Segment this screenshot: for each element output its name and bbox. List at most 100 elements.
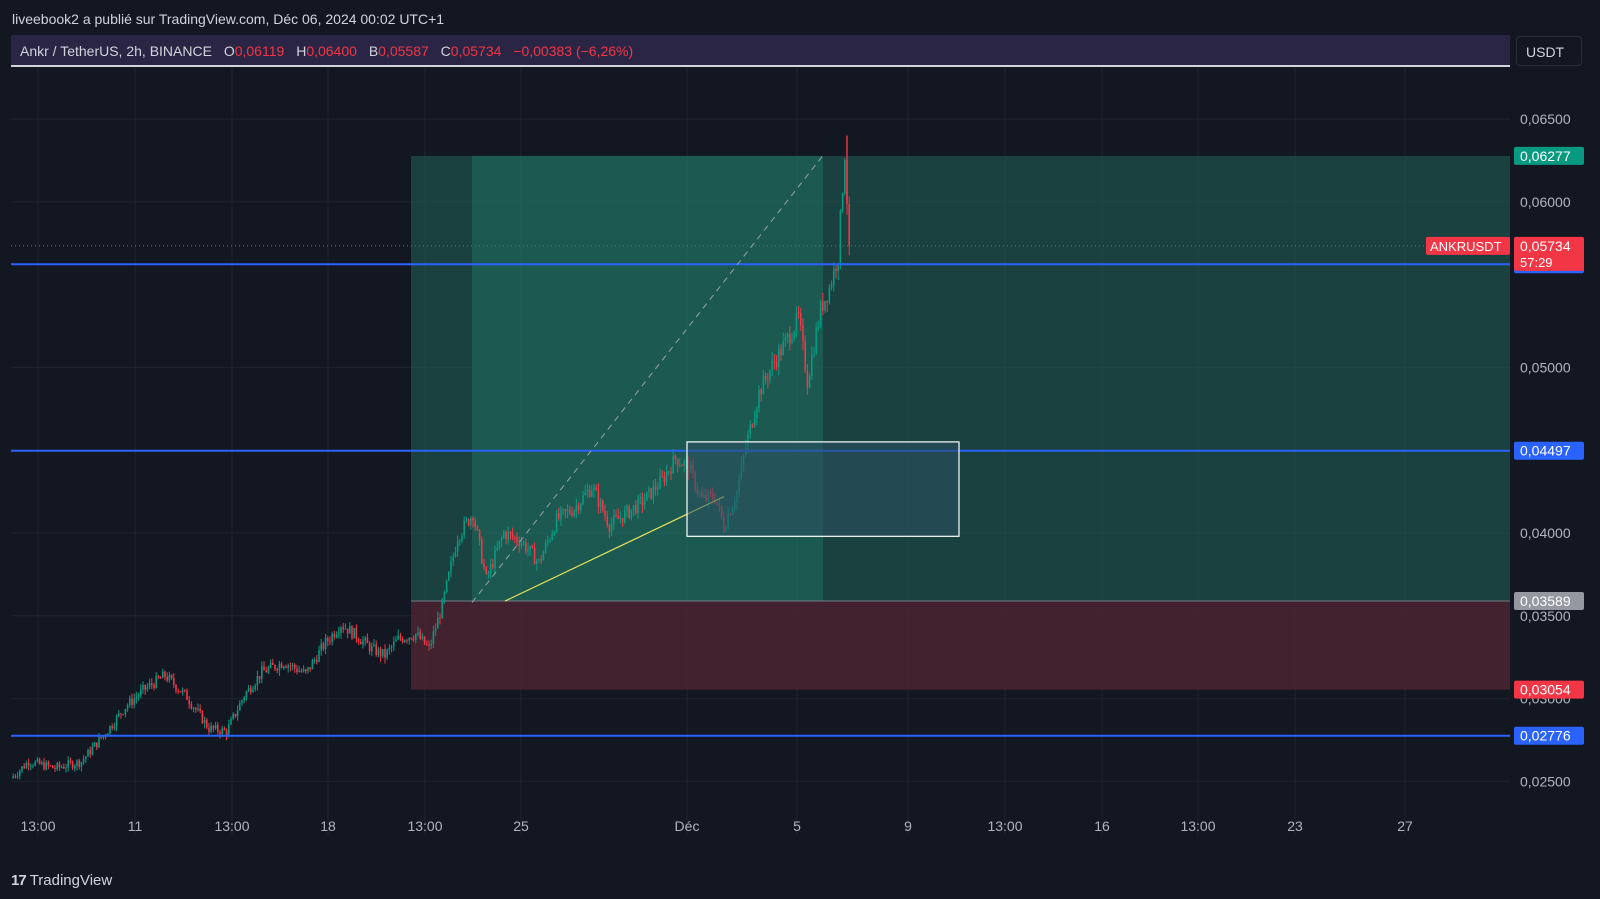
entry-price-badge [1514, 592, 1584, 611]
close-value: 0,05734 [450, 43, 502, 59]
target-dashed-line[interactable] [471, 155, 824, 603]
candle-body [135, 696, 138, 699]
candle-body [107, 733, 109, 736]
candle-body [830, 284, 833, 288]
candle-body [459, 540, 461, 542]
candle-body [87, 749, 89, 757]
candle-body [300, 670, 303, 672]
candle-body [153, 684, 155, 688]
candle-body [789, 333, 791, 344]
candle-body [606, 516, 608, 526]
candle-body [173, 678, 175, 685]
candle-body [217, 724, 219, 732]
candle-body [569, 509, 571, 514]
candle-body [683, 461, 685, 466]
x-tick-label: 23 [1287, 818, 1303, 834]
candle-body [373, 644, 375, 646]
candle-body [465, 519, 468, 521]
candle-body [263, 666, 265, 671]
candle-body [610, 523, 613, 532]
tradingview-logo-icon: 17 [11, 871, 27, 889]
candle-body [335, 634, 338, 638]
candle-body [234, 713, 237, 717]
candle-body [54, 768, 56, 770]
candle-body [225, 730, 228, 736]
candle-body [89, 749, 91, 755]
candle-body [619, 518, 622, 520]
candle-body [797, 312, 800, 314]
candle-body [771, 360, 773, 371]
candle-body [641, 496, 644, 506]
candle-body [553, 532, 556, 535]
candle-body [313, 659, 316, 661]
candle-body [377, 648, 380, 656]
candle-body [648, 488, 650, 493]
candle-body [835, 268, 837, 272]
candle-body [511, 533, 514, 538]
current-price-countdown: 57:29 [1520, 255, 1553, 270]
candle-body [78, 760, 80, 767]
candle-body [505, 531, 507, 540]
candle-body [219, 731, 221, 735]
candle-body [85, 756, 87, 760]
candle-body [586, 490, 589, 493]
time-axis[interactable] [0, 835, 1510, 855]
candle-body [375, 644, 377, 656]
candle-body [445, 580, 448, 593]
candle-body [111, 725, 113, 729]
candle-body [782, 341, 784, 355]
candle-body [351, 626, 353, 639]
candle-body [500, 537, 503, 541]
candle-body [773, 360, 776, 363]
candle-body [518, 542, 520, 547]
candle-body [124, 708, 127, 715]
candle-body [296, 668, 298, 672]
profit-zone [411, 155, 1510, 602]
zone-rectangle[interactable] [686, 441, 960, 537]
candle-body [247, 687, 250, 692]
candle-body [56, 763, 58, 769]
candle-body [236, 710, 239, 717]
candle-body [822, 301, 824, 311]
candle-body [230, 718, 232, 725]
candle-body [474, 520, 476, 527]
candle-body [12, 776, 14, 779]
candle-body [808, 375, 811, 388]
candle-body [311, 660, 314, 670]
high-label: H [296, 43, 307, 59]
price-axis[interactable] [1510, 34, 1600, 835]
current-price-label: 0,05734 [1520, 238, 1571, 254]
candle-body [679, 465, 681, 467]
candle-body [384, 649, 386, 658]
candle-body [120, 713, 122, 715]
candle-body [786, 333, 789, 337]
candle-body [591, 490, 593, 497]
candle-body [170, 675, 173, 679]
candle-body [210, 725, 212, 732]
candle-body [63, 766, 65, 769]
currency-button[interactable]: USDT [1516, 36, 1582, 66]
candle-body [331, 633, 333, 642]
tradingview-brand: TradingView [29, 871, 113, 889]
candle-body [386, 649, 388, 658]
candle-body [514, 537, 516, 539]
candle-body [401, 638, 404, 643]
tradingview-footer[interactable]: 17 TradingView [11, 870, 112, 890]
candle-body [269, 662, 272, 668]
close-label: C [440, 43, 451, 59]
candle-body [639, 496, 641, 498]
candle-body [333, 633, 336, 638]
candle-body [267, 667, 270, 673]
candle-body [140, 689, 142, 696]
candle-body [109, 725, 111, 734]
candle-body [41, 762, 43, 764]
candle-body [542, 552, 545, 561]
candle-body [448, 571, 450, 581]
candle-body [551, 534, 553, 540]
x-tick-label: 13:00 [20, 818, 55, 834]
candle-body [778, 348, 780, 367]
candle-body [516, 537, 518, 543]
candle-body [817, 325, 820, 329]
candle-body [344, 628, 347, 630]
